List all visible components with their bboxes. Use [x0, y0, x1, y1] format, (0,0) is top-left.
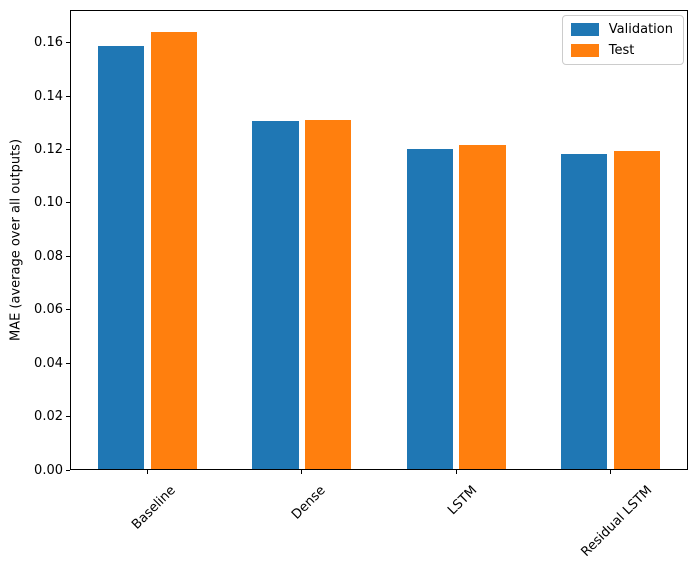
y-tick-label: 0.10: [34, 195, 63, 211]
bar-test-residual-lstm: [613, 151, 660, 469]
legend-label-validation: Validation: [608, 22, 673, 37]
y-tick-label: 0.04: [34, 355, 63, 371]
y-tick-mark: [66, 469, 70, 471]
y-tick-label: 0.16: [34, 35, 63, 51]
legend-item-test: Test: [570, 43, 673, 58]
x-tick-label-baseline: Baseline: [129, 483, 180, 533]
y-tick-label: 0.08: [34, 248, 63, 264]
y-tick-label: 0.02: [34, 409, 63, 425]
y-tick-mark: [66, 255, 70, 257]
bar-validation-baseline: [98, 45, 145, 469]
x-tick-mark: [301, 470, 303, 474]
legend-label-test: Test: [608, 43, 635, 58]
y-tick-label: 0.12: [34, 141, 63, 157]
x-tick-label-lstm: LSTM: [445, 483, 481, 519]
y-tick-label: 0.14: [34, 88, 63, 104]
y-tick-mark: [66, 42, 70, 44]
x-tick-label-residual-lstm: Residual LSTM: [578, 483, 656, 560]
bar-validation-lstm: [406, 149, 454, 469]
y-tick-mark: [66, 309, 70, 311]
legend: Validation Test: [561, 15, 684, 65]
legend-swatch-test: [570, 44, 599, 57]
x-tick-mark: [610, 470, 611, 474]
y-tick-mark: [66, 416, 70, 418]
bar-test-lstm: [459, 144, 506, 469]
y-tick-label: 0.06: [34, 302, 63, 318]
legend-swatch-validation: [570, 23, 599, 36]
bar-validation-dense: [252, 120, 299, 469]
y-tick-mark: [66, 362, 70, 364]
y-tick-mark: [66, 202, 70, 204]
y-tick-label: 0.00: [34, 462, 63, 478]
bar-test-dense: [304, 120, 352, 469]
bar-validation-residual-lstm: [561, 153, 608, 469]
x-tick-mark: [147, 470, 148, 474]
x-tick-label-dense: Dense: [288, 483, 329, 523]
x-tick-mark: [455, 470, 457, 474]
y-tick-mark: [66, 148, 70, 150]
y-tick-mark: [66, 95, 70, 97]
legend-item-validation: Validation: [570, 22, 673, 37]
bar-test-baseline: [150, 32, 197, 469]
